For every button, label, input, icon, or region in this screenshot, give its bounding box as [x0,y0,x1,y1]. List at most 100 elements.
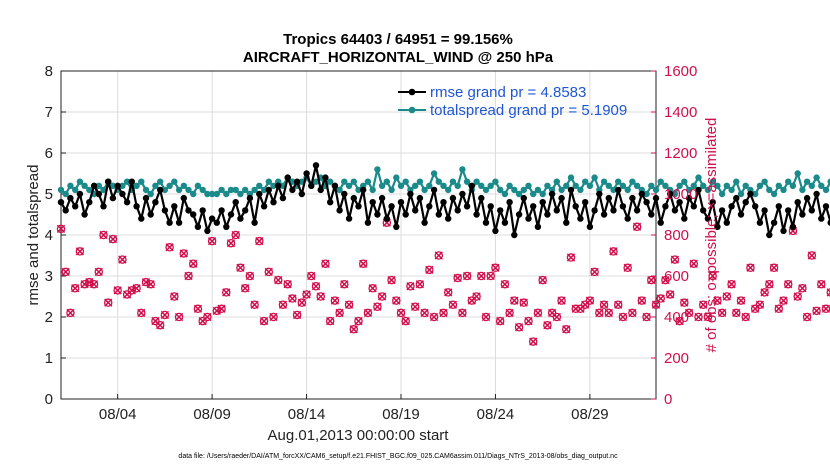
rmse-point [596,190,603,198]
rmse-point [600,211,608,218]
rmse-point [577,215,584,222]
spread-point [737,190,745,198]
rmse-point [747,190,754,198]
obs-possible-point [165,243,174,252]
rmse-point [218,207,225,214]
obs-assimilated-point [817,280,826,289]
rmse-point [685,194,693,202]
obs-assimilated-point [292,310,302,320]
y-right-tick-label: 1600 [664,63,697,80]
rmse-point [157,186,164,194]
obs-assimilated-point [118,255,127,264]
spread-point [242,186,249,194]
obs-possible-point [765,279,774,289]
spread-point [374,166,381,173]
obs-possible-point [538,275,547,285]
obs-possible-point [807,251,817,260]
spread-point [119,182,126,189]
rmse-point [421,219,428,226]
rmse-point [615,186,622,194]
y-tick-label: 8 [45,63,53,80]
obs-assimilated-point [344,300,354,309]
rmse-point [232,199,239,206]
obs-possible-point [377,292,387,301]
spread-point [515,190,523,198]
obs-possible-point [137,308,146,318]
obs-possible-point [557,296,566,305]
rmse-point [723,219,730,226]
rmse-point [95,190,103,198]
spread-point [412,182,419,189]
spread-point [511,186,518,194]
rmse-point [468,182,475,189]
spread-point [426,182,433,189]
obs-assimilated-point [156,321,165,330]
y-right-tick-label: 800 [664,227,689,244]
obs-possible-point [458,308,467,318]
obs-assimilated-point [189,259,198,268]
obs-assimilated-point [637,296,646,305]
obs-assimilated-point [335,308,344,318]
rmse-point [109,194,117,202]
obs-possible-point [340,279,349,289]
rmse-point [289,186,296,194]
obs-assimilated-point [132,284,141,293]
obs-possible-point [250,300,259,309]
rmse-point [360,186,367,194]
obs-assimilated-point [316,292,325,301]
obs-possible-point [604,308,614,318]
obs-possible-point [769,263,779,273]
rmse-point [114,182,121,189]
obs-possible-point [99,230,108,240]
chart-title: Tropics 64403 / 64951 = 99.156% [283,31,513,48]
rmse-point [445,215,452,222]
rmse-point [293,178,301,185]
rmse-point [789,223,797,230]
obs-assimilated-point [113,286,122,295]
obs-assimilated-point [359,259,368,268]
spread-point [175,186,183,194]
obs-possible-point [736,296,746,305]
rmse-point [322,174,329,181]
obs-possible-point [188,259,198,268]
obs-possible-point [732,308,741,318]
spread-point [539,190,546,198]
obs-possible-point [420,308,429,318]
rmse-point [199,207,206,214]
spread-point [383,178,390,185]
obs-possible-point [61,267,70,277]
obs-assimilated-point [458,308,467,318]
obs-possible-point [349,325,359,334]
spread-point [109,182,117,189]
obs-assimilated-point [496,316,505,326]
obs-possible-point [70,284,80,293]
obs-possible-point [812,306,821,316]
rmse-point [303,170,310,177]
spread-point [633,182,641,189]
obs-assimilated-point [595,308,604,318]
rmse-point [133,203,140,210]
spread-point [506,182,513,189]
rmse-point [652,194,660,202]
obs-assimilated-point [127,286,136,295]
obs-possible-point [335,308,344,318]
obs-possible-point [363,308,373,318]
obs-assimilated-point [519,298,528,307]
spread-point [190,190,197,198]
spread-point [397,182,405,189]
obs-possible-point [675,316,684,326]
rmse-point [350,194,357,202]
obs-series [56,218,830,346]
rmse-point [416,194,424,202]
spread-point [733,178,740,185]
obs-possible-point [217,304,226,314]
rmse-point [780,227,787,235]
spread-point [251,186,258,194]
obs-possible-point [562,325,571,334]
spread-point [643,190,650,198]
obs-assimilated-point [434,251,443,260]
rmse-point [803,194,811,202]
obs-assimilated-point [170,292,179,301]
obs-assimilated-point [675,316,684,326]
obs-possible-point [288,294,297,303]
